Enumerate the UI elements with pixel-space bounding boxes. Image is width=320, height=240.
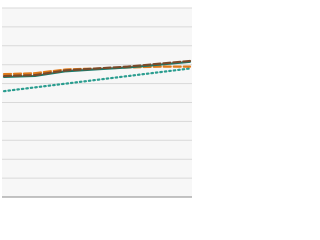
chart [2, 7, 192, 198]
grid [2, 7, 192, 198]
series-line [2, 59, 192, 78]
series-line [2, 67, 192, 93]
lines [2, 59, 192, 93]
page: {"chart_data": {"type": "line", "ylim": … [2, 7, 192, 198]
